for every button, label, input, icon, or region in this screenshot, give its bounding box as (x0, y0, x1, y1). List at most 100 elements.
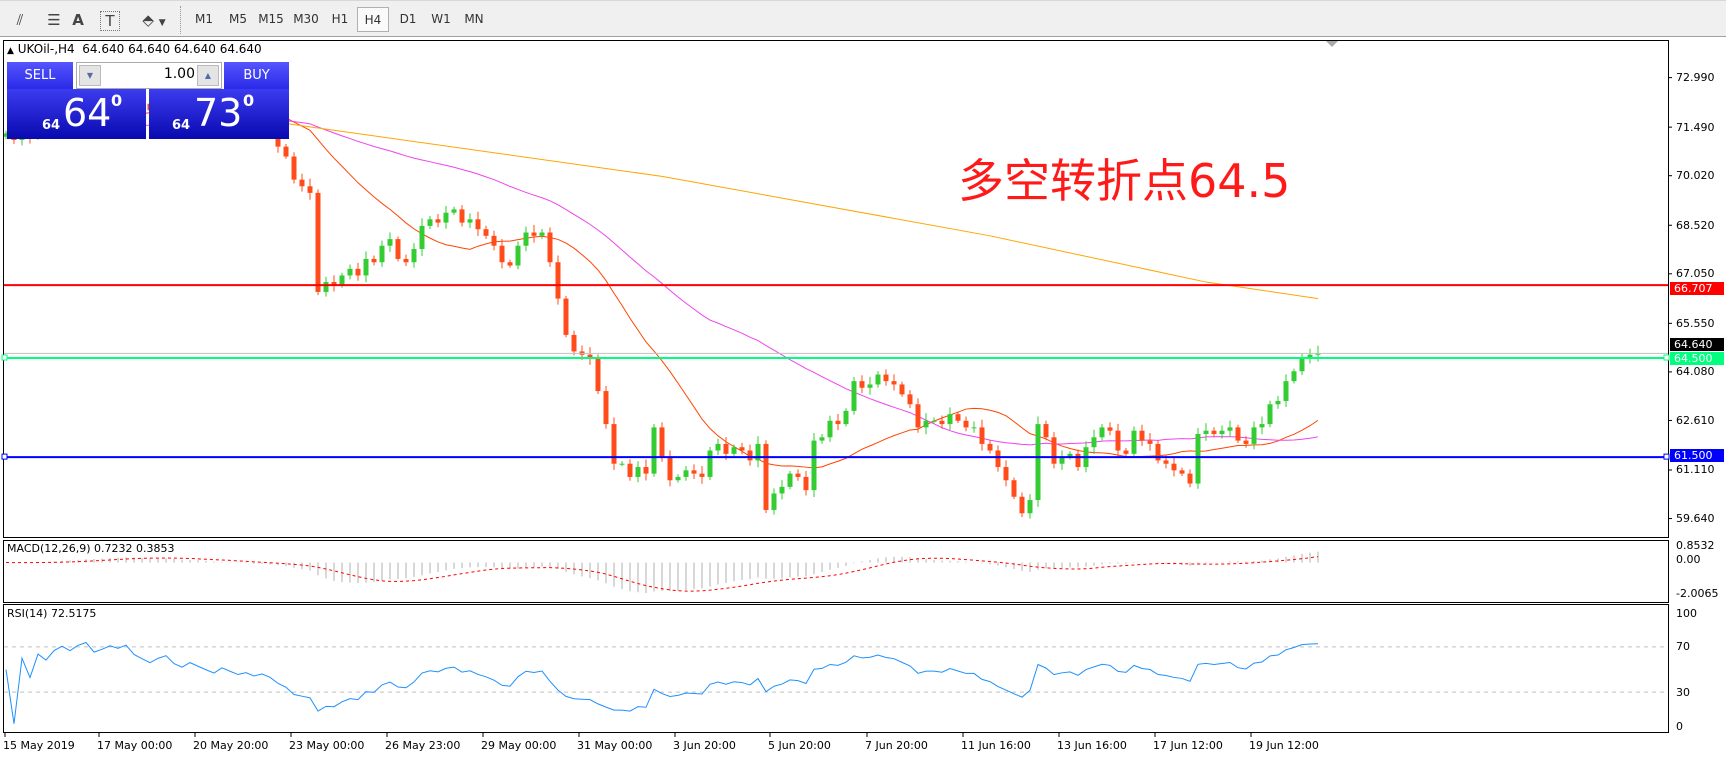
period-button-m1[interactable]: M1 (195, 12, 213, 26)
price-tag-61.500: 61.500 (1670, 449, 1724, 462)
arrows-glyph: ⬘ (142, 11, 154, 29)
time-axis-label: 7 Jun 20:00 (865, 739, 928, 752)
line-handle-right (1663, 354, 1670, 361)
candle-body (987, 443, 993, 451)
candle-body (819, 437, 825, 441)
candle-body (603, 391, 609, 425)
sell-button[interactable]: SELL (7, 62, 73, 90)
buy-price-button[interactable]: 64 73 0 (149, 89, 289, 139)
candle-body (1251, 427, 1257, 444)
price-axis-label: 59.640 (1676, 512, 1715, 526)
candle-body (1315, 353, 1321, 355)
candle-body (4, 133, 9, 137)
price-tag-64.640: 64.640 (1670, 338, 1724, 351)
candle-body (475, 219, 481, 230)
arrows-icon[interactable]: ⬘ ▼ (136, 9, 172, 31)
candle-body (731, 447, 737, 454)
buy-button[interactable]: BUY (224, 62, 289, 90)
candle-body (291, 156, 297, 180)
candle-body (931, 420, 937, 422)
period-button-mn[interactable]: MN (464, 12, 484, 26)
candle-body (619, 463, 625, 465)
candle-body (1139, 430, 1145, 441)
candle-body (347, 268, 353, 276)
candle-body (851, 381, 857, 411)
period-button-h4[interactable]: H4 (357, 7, 389, 32)
chart-annotation-text: 多空转折点64.5 (958, 154, 1291, 208)
time-axis-label: 17 May 00:00 (97, 739, 173, 752)
rsi-line (5, 641, 1319, 724)
period-button-m30[interactable]: M30 (293, 12, 319, 26)
candle-body (811, 440, 817, 491)
candle-body (483, 229, 489, 236)
price-axis-label: 72.990 (1676, 71, 1715, 85)
time-axis-label: 15 May 2019 (3, 739, 75, 752)
candle-body (1107, 427, 1113, 431)
candle-body (283, 146, 289, 157)
time-axis-label: 31 May 00:00 (577, 739, 653, 752)
candle-body (587, 354, 593, 359)
price-axis-label: 64.080 (1676, 365, 1715, 379)
period-button-h1[interactable]: H1 (331, 12, 349, 26)
macd-axis-label: 0.8532 (1676, 539, 1715, 552)
toolbar-separator (180, 6, 183, 34)
macd-pane[interactable] (3, 540, 1669, 603)
candle-body (595, 358, 601, 392)
candle-body (1235, 427, 1241, 441)
candle-body (563, 298, 569, 335)
lot-increase-button[interactable]: ▲ (197, 65, 219, 86)
one-click-trading-panel: SELL ▼ 1.00 ▲ BUY 64 64 0 64 73 0 (5, 62, 289, 140)
chart-title: ▲ UKOil-,H4 64.640 64.640 64.640 64.640 (7, 42, 262, 56)
period-button-w1[interactable]: W1 (431, 12, 451, 26)
candle-body (1155, 443, 1161, 461)
candle-body (1019, 496, 1025, 514)
candle-body (1051, 437, 1057, 464)
candle-body (1211, 430, 1217, 434)
candle-body (1203, 430, 1209, 434)
candle-body (739, 447, 745, 451)
rsi-axis-label: 70 (1676, 640, 1690, 654)
lot-decrease-button[interactable]: ▼ (79, 65, 101, 86)
candle-body (395, 239, 401, 259)
price-axis-label: 62.610 (1676, 413, 1715, 427)
equidistant-channel-icon[interactable]: ⫽ (16, 11, 24, 29)
price-axis-label: 61.110 (1676, 463, 1715, 477)
macd-signal-line (5, 556, 1319, 592)
candle-body (947, 414, 953, 425)
rsi-axis-label: 30 (1676, 685, 1690, 699)
candle-body (995, 450, 1001, 468)
candle-body (411, 249, 417, 263)
lot-size-input[interactable]: ▼ 1.00 ▲ (76, 62, 222, 89)
rsi-pane[interactable] (3, 604, 1669, 733)
main-chart-pane[interactable] (3, 40, 1669, 538)
candle-body (507, 262, 513, 266)
candle-body (1243, 440, 1249, 444)
fibonacci-icon[interactable]: ☰ (47, 11, 61, 29)
collapse-triangle-icon[interactable]: ▲ (7, 46, 14, 56)
period-button-m5[interactable]: M5 (229, 12, 247, 26)
candle-body (467, 219, 473, 223)
sell-price-button[interactable]: 64 64 0 (7, 89, 146, 139)
buy-price-main: 73 (194, 91, 243, 135)
candle-body (1027, 500, 1033, 514)
candle-body (1171, 463, 1177, 471)
candle-body (339, 275, 345, 286)
candle-body (707, 450, 713, 477)
buy-price-prefix: 64 (172, 118, 191, 133)
lot-size-value[interactable]: 1.00 (163, 66, 195, 82)
period-button-d1[interactable]: D1 (399, 12, 417, 26)
candle-body (771, 493, 777, 510)
candle-body (531, 232, 537, 236)
dropdown-arrow-icon: ▼ (158, 18, 166, 28)
candle-body (1299, 358, 1305, 372)
candle-body (883, 374, 889, 382)
price-axis-label: 68.520 (1676, 218, 1715, 232)
text-icon[interactable]: A (72, 11, 84, 29)
candle-body (779, 486, 785, 494)
time-axis-label: 29 May 00:00 (481, 739, 557, 752)
candle-body (323, 282, 329, 292)
candle-body (795, 473, 801, 477)
candle-body (1291, 371, 1297, 382)
period-button-m15[interactable]: M15 (258, 12, 284, 26)
text-label-icon[interactable]: T (100, 11, 120, 31)
